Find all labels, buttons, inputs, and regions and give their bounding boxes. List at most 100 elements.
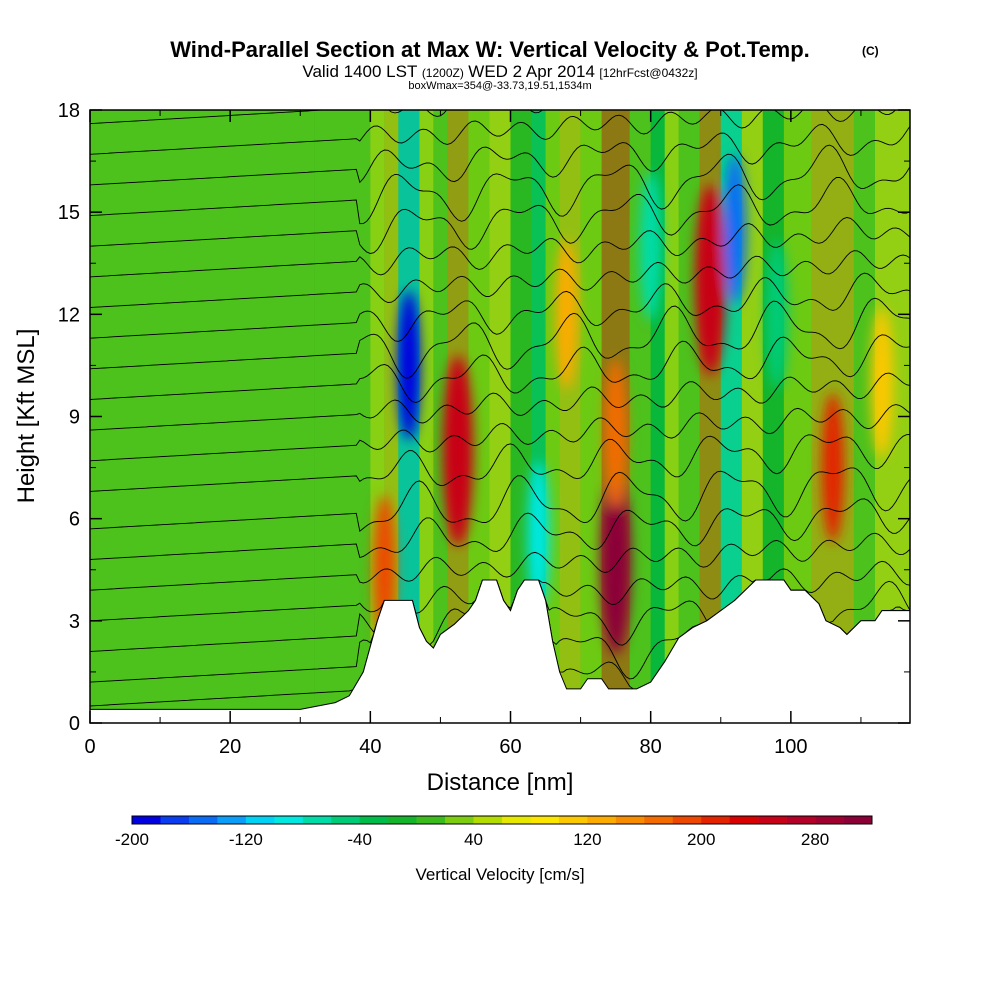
velocity-core xyxy=(442,355,474,546)
y-tick-label: 3 xyxy=(69,611,80,633)
colorbar-label: -120 xyxy=(229,830,263,849)
velocity-band xyxy=(545,110,560,723)
valid-date: WED 2 Apr 2014 xyxy=(468,62,595,81)
velocity-core xyxy=(604,358,627,509)
velocity-core xyxy=(723,154,746,305)
theta-contour xyxy=(90,217,910,278)
y-axis-label: Height [Kft MSL] xyxy=(13,329,40,504)
y-tick-label: 12 xyxy=(58,304,80,326)
velocity-core xyxy=(527,460,550,611)
theta-contour xyxy=(90,110,897,155)
x-axis-label: Distance [nm] xyxy=(427,769,574,796)
colorbar-swatch xyxy=(302,816,332,824)
x-tick-label: 0 xyxy=(84,736,95,758)
y-tick-label: 9 xyxy=(69,407,80,429)
colorbar-swatch xyxy=(729,816,759,824)
velocity-band xyxy=(510,110,532,723)
colorbar-swatch xyxy=(530,816,560,824)
velocity-band xyxy=(678,110,700,723)
velocity-core xyxy=(821,392,845,543)
colorbar-label: -40 xyxy=(347,830,372,849)
colorbar-swatch xyxy=(786,816,816,824)
colorbar-swatch xyxy=(217,816,247,824)
velocity-core xyxy=(397,290,421,441)
velocity-core xyxy=(555,239,578,390)
theta-contour xyxy=(90,434,910,492)
colorbar-label: 280 xyxy=(801,830,829,849)
colorbar-label: 200 xyxy=(687,830,715,849)
velocity-core xyxy=(870,307,894,458)
terrain-mask xyxy=(90,579,910,723)
colorbar-label: -200 xyxy=(115,830,149,849)
copyright-mark: (C) xyxy=(862,44,879,58)
x-tick-label: 80 xyxy=(640,736,662,758)
y-tick-label: 6 xyxy=(69,509,80,531)
velocity-core xyxy=(765,239,789,390)
velocity-band xyxy=(664,110,679,723)
colorbar-swatch xyxy=(445,816,474,824)
velocity-band xyxy=(90,110,315,723)
colorbar-label: 120 xyxy=(573,830,601,849)
theta-contour xyxy=(90,123,910,186)
colorbar-swatch xyxy=(160,816,190,824)
y-tick-label: 18 xyxy=(58,100,80,122)
forecast-info: [12hrFcst@0432z] xyxy=(599,66,697,80)
velocity-band xyxy=(853,110,875,723)
colorbar-swatch xyxy=(331,816,360,824)
colorbar-swatch xyxy=(672,816,702,824)
box-wmax-info: boxWmax=354@-33.73,19.51,1534m xyxy=(408,80,591,92)
colorbar-swatch xyxy=(644,816,674,824)
velocity-core xyxy=(694,184,726,376)
velocity-band xyxy=(419,110,434,723)
colorbar-swatch xyxy=(758,816,787,824)
colorbar-swatch xyxy=(615,816,645,824)
x-tick-label: 60 xyxy=(499,736,521,758)
colorbar-swatch xyxy=(245,816,275,824)
colorbar-swatch xyxy=(701,816,730,824)
valid-time: Valid 1400 LST xyxy=(302,62,417,81)
theta-contour xyxy=(90,297,910,379)
colorbar-swatch xyxy=(558,816,588,824)
colorbar-swatch xyxy=(359,816,389,824)
theta-contour xyxy=(90,272,910,342)
theta-contour xyxy=(90,372,910,431)
theta-contour xyxy=(90,144,910,225)
colorbar-swatch xyxy=(587,816,617,824)
colorbar-swatch xyxy=(815,816,844,824)
theta-contours xyxy=(90,110,910,707)
colorbar-label: 40 xyxy=(464,830,483,849)
colorbar-frame xyxy=(131,815,873,825)
velocity-core xyxy=(639,171,662,322)
x-axis: 0 20 40 60 80 100 xyxy=(84,110,862,758)
velocity-cores xyxy=(373,154,894,655)
x-tick-label: 40 xyxy=(359,736,381,758)
valid-utc: (1200Z) xyxy=(422,66,464,80)
theta-contour xyxy=(90,176,910,254)
velocity-band xyxy=(433,110,448,723)
colorbar-swatch xyxy=(416,816,446,824)
x-tick-label: 20 xyxy=(219,736,241,758)
theta-contour xyxy=(90,110,544,125)
plot-area xyxy=(90,110,910,723)
valid-time-line: Valid 1400 LST (1200Z) WED 2 Apr 2014 [1… xyxy=(302,62,697,81)
theta-contour xyxy=(90,532,910,591)
theta-contour xyxy=(90,498,910,560)
velocity-band xyxy=(559,110,581,723)
colorbar-swatch xyxy=(473,816,503,824)
velocity-band xyxy=(580,110,602,723)
colorbar-swatch xyxy=(274,816,304,824)
y-tick-label: 0 xyxy=(69,713,80,735)
colorbar-title: Vertical Velocity [cm/s] xyxy=(415,865,584,884)
colorbar-swatch xyxy=(843,816,873,824)
y-tick-label: 15 xyxy=(58,202,80,224)
x-tick-label: 100 xyxy=(774,736,807,758)
chart-title: Wind-Parallel Section at Max W: Vertical… xyxy=(170,37,810,62)
y-axis: 0 3 6 9 12 15 18 xyxy=(58,100,910,735)
theta-contour xyxy=(90,250,910,308)
theta-contour xyxy=(90,467,910,533)
colorbar-swatch xyxy=(188,816,218,824)
colorbar-swatch xyxy=(388,816,417,824)
theta-contour xyxy=(90,334,910,403)
